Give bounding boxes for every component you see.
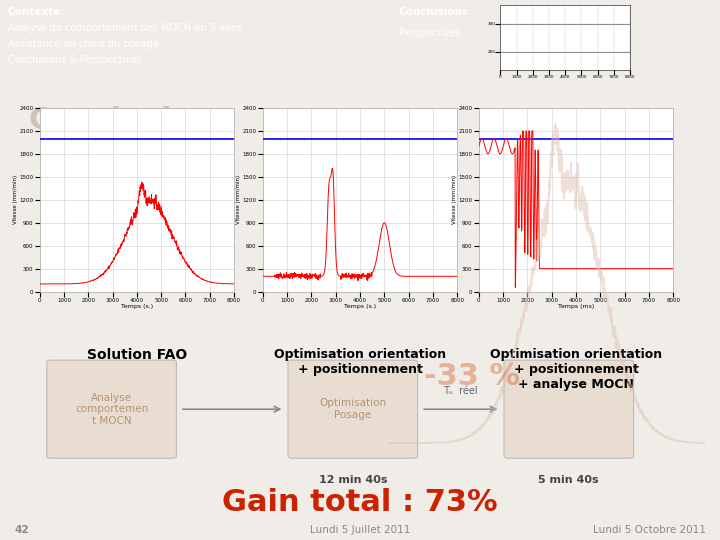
- X-axis label: Temps (s.): Temps (s.): [121, 304, 153, 309]
- Text: 12 min 40s: 12 min 40s: [318, 475, 387, 484]
- Text: Analyse
comportemen
t MOCN: Analyse comportemen t MOCN: [75, 393, 148, 426]
- Text: Optimisation
Posage: Optimisation Posage: [319, 399, 387, 420]
- Text: Conclusions & Perspectives: Conclusions & Perspectives: [8, 56, 142, 65]
- FancyBboxPatch shape: [47, 360, 176, 458]
- Text: Lundi 5 Octobre 2011: Lundi 5 Octobre 2011: [593, 525, 706, 535]
- Text: Assistance au choix du posage: Assistance au choix du posage: [8, 39, 158, 49]
- X-axis label: Temps (s.): Temps (s.): [344, 304, 376, 309]
- Y-axis label: Vitesse (mm/min): Vitesse (mm/min): [236, 176, 241, 224]
- Y-axis label: Vitesse (mm/min): Vitesse (mm/min): [452, 176, 457, 224]
- Text: Tᵤ  réel: Tᵤ réel: [444, 386, 478, 395]
- Text: 5 min 40s: 5 min 40s: [539, 475, 599, 484]
- Text: Solution FAO: Solution FAO: [86, 348, 187, 362]
- FancyBboxPatch shape: [504, 360, 634, 458]
- FancyBboxPatch shape: [288, 360, 418, 458]
- Text: Contexte: Contexte: [8, 7, 61, 17]
- Text: Optimisation orientation
+ positionnement: Optimisation orientation + positionnemen…: [274, 348, 446, 376]
- Text: Analyse du comportement des MOCN en 5 axes: Analyse du comportement des MOCN en 5 ax…: [8, 23, 241, 33]
- Text: Gain total : 73%: Gain total : 73%: [222, 488, 498, 517]
- Text: Perspectives: Perspectives: [399, 28, 461, 38]
- Text: Conclusions: Conclusions: [29, 106, 233, 134]
- Text: -33 %: -33 %: [423, 362, 520, 391]
- Text: Conclusions: Conclusions: [399, 7, 469, 17]
- Y-axis label: Vitesse (mm/min): Vitesse (mm/min): [13, 176, 18, 224]
- Text: Optimisation orientation
+ positionnement
+ analyse MOCN: Optimisation orientation + positionnemen…: [490, 348, 662, 392]
- Text: Lundi 5 Juillet 2011: Lundi 5 Juillet 2011: [310, 525, 410, 535]
- Text: 42: 42: [14, 525, 29, 535]
- X-axis label: Temps (ms): Temps (ms): [558, 304, 594, 309]
